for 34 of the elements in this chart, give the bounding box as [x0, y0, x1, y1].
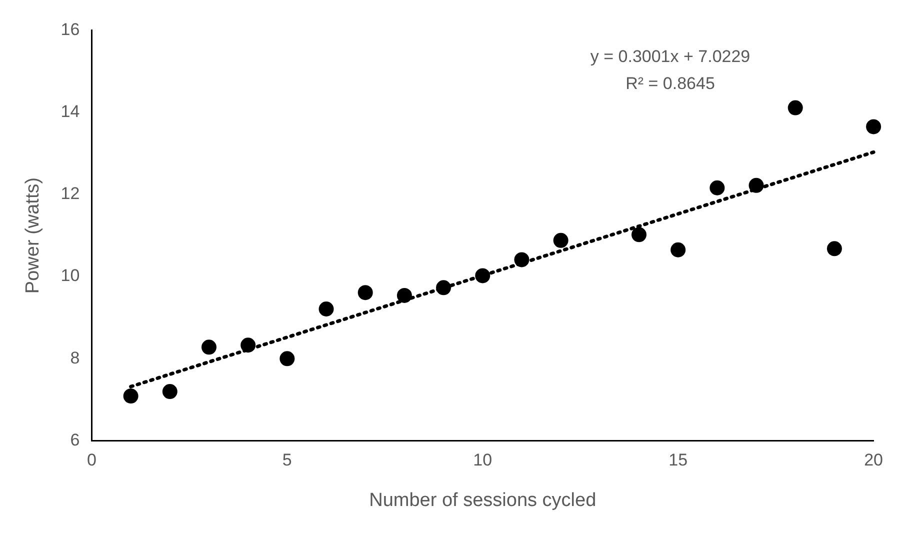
y-axis-title: Power (watts): [22, 177, 44, 294]
point: [123, 388, 138, 404]
point: [553, 232, 568, 248]
annotation: R² = 0.8645: [626, 74, 715, 93]
point: [826, 241, 842, 256]
y-tick-label: 16: [60, 20, 80, 39]
point: [748, 178, 764, 193]
point: [475, 268, 490, 284]
annotation: y = 0.3001x + 7.0229: [590, 46, 750, 66]
x-tick-label: 15: [668, 450, 688, 470]
point: [631, 227, 646, 242]
x-axis-title: Number of sessions cycled: [369, 490, 596, 511]
y-tick-label: 12: [60, 184, 80, 204]
point: [162, 384, 178, 400]
x-tick-label: 20: [864, 450, 884, 470]
y-tick-label: 10: [60, 266, 80, 286]
y-tick-label: 6: [70, 430, 80, 450]
x-tick-label: 0: [86, 450, 96, 470]
y-tick-label: 14: [60, 102, 80, 122]
point: [788, 100, 803, 116]
x-tick-label: 5: [282, 450, 292, 470]
point: [866, 119, 882, 134]
x-tick-label: 10: [473, 450, 492, 470]
point: [514, 252, 530, 268]
y-tick-label: 8: [70, 348, 80, 368]
point: [201, 340, 216, 355]
point: [710, 180, 725, 196]
point: [240, 338, 256, 353]
point: [436, 280, 452, 296]
point: [396, 288, 412, 303]
point: [318, 302, 334, 316]
point: [280, 351, 295, 366]
point: [670, 242, 686, 258]
point: [358, 285, 373, 300]
